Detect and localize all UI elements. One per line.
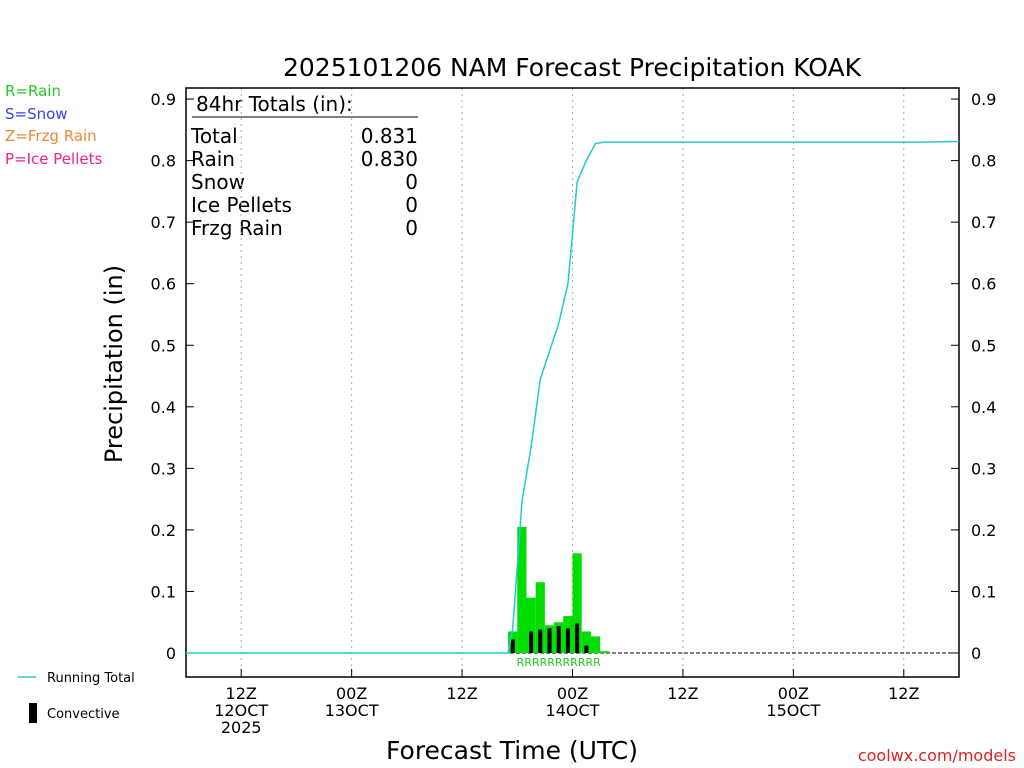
totals-label-snow: Snow xyxy=(191,170,245,194)
y-tick-label-right: 0.3 xyxy=(971,459,996,478)
running-total-line xyxy=(186,140,960,654)
x-tick-label: 12Z xyxy=(888,684,919,703)
totals-label-frzg-rain: Frzg Rain xyxy=(191,216,283,240)
chart-title: 2025101206 NAM Forecast Precipitation KO… xyxy=(283,53,862,82)
legend-frzg-rain: Z=Frzg Rain xyxy=(5,127,97,145)
x-tick-label: 2025 xyxy=(221,718,262,737)
x-tick-label: 13OCT xyxy=(325,701,379,720)
x-tick-label: 14OCT xyxy=(546,701,600,720)
convective-bar xyxy=(575,623,580,653)
credit-text: coolwx.com/models xyxy=(858,746,1016,765)
convective-label: Convective xyxy=(47,707,120,722)
y-tick-label-right: 0.2 xyxy=(971,521,996,540)
y-tick-label-right: 0.1 xyxy=(971,582,996,601)
totals-value-snow: 0 xyxy=(405,170,418,194)
y-tick-label-right: 0.6 xyxy=(971,275,996,294)
convective-bar xyxy=(529,631,534,653)
legend-ice-pellets: P=Ice Pellets xyxy=(5,150,102,168)
rain-bar xyxy=(581,631,591,653)
y-tick-label-left: 0.3 xyxy=(151,459,176,478)
y-tick-label-left: 0.1 xyxy=(151,582,176,601)
rain-bar xyxy=(526,597,536,653)
y-tick-label-left: 0.9 xyxy=(151,90,176,109)
x-tick-label: 00Z xyxy=(336,684,367,703)
y-tick-label-right: 0 xyxy=(971,644,981,663)
convective-bar xyxy=(556,625,561,653)
convective-bar xyxy=(510,639,515,653)
totals-header: 84hr Totals (in): xyxy=(196,92,353,116)
y-tick-label-left: 0.6 xyxy=(151,275,176,294)
totals-label-rain: Rain xyxy=(191,147,235,171)
y-tick-label-right: 0.5 xyxy=(971,336,996,355)
totals-value-rain: 0.830 xyxy=(361,147,418,171)
totals-value-frzg-rain: 0 xyxy=(405,216,418,240)
x-tick-label: 00Z xyxy=(557,684,588,703)
precip-type-letters: RRRRRRRRRRR xyxy=(517,656,601,669)
y-axis-title: Precipitation (in) xyxy=(100,265,128,463)
x-tick-label: 12Z xyxy=(446,684,477,703)
totals-value-total: 0.831 xyxy=(361,124,418,148)
plot-area: 0 00.1 0.10.2 0.20.3 0.30.4 0.40.5 0.50.6 0.60.… xyxy=(151,87,996,737)
bottom-legend: Running Total Convective xyxy=(18,671,135,723)
y-tick-label-left: 0.4 xyxy=(151,398,176,417)
totals-value-ice-pellets: 0 xyxy=(405,193,418,217)
y-tick-label-right: 0.8 xyxy=(971,152,996,171)
x-tick-label: 12Z xyxy=(667,684,698,703)
y-tick-label-right: 0.9 xyxy=(971,90,996,109)
running-total-label: Running Total xyxy=(47,671,135,686)
x-tick-label: 15OCT xyxy=(766,701,820,720)
x-axis-title: Forecast Time (UTC) xyxy=(386,736,638,765)
x-tick-label: 12Z xyxy=(226,684,257,703)
y-tick-label-left: 0.8 xyxy=(151,152,176,171)
totals-box: 84hr Totals (in): Total 0.831 Rain 0.830… xyxy=(190,92,418,240)
convective-swatch xyxy=(29,703,37,723)
type-legend: R=Rain S=Snow Z=Frzg Rain P=Ice Pellets xyxy=(5,82,102,168)
rain-bar xyxy=(572,553,582,653)
y-tick-label-left: 0.7 xyxy=(151,213,176,232)
totals-label-total: Total xyxy=(190,124,238,148)
legend-snow: S=Snow xyxy=(5,105,68,123)
legend-rain: R=Rain xyxy=(5,82,61,100)
y-tick-label-left: 0 xyxy=(166,644,176,663)
rain-bar xyxy=(517,526,527,653)
rain-bar xyxy=(600,651,610,653)
rain-bar xyxy=(590,636,601,653)
rain-bar xyxy=(535,582,545,653)
y-tick-label-right: 0.7 xyxy=(971,213,996,232)
convective-bar xyxy=(565,628,570,653)
convective-bar xyxy=(538,629,543,653)
y-tick-label-right: 0.4 xyxy=(971,398,996,417)
convective-bar xyxy=(584,645,589,653)
y-tick-label-left: 0.2 xyxy=(151,521,176,540)
x-tick-label: 00Z xyxy=(778,684,809,703)
y-tick-label-left: 0.5 xyxy=(151,336,176,355)
x-tick-label: 12OCT xyxy=(214,701,268,720)
convective-bar xyxy=(547,628,552,653)
